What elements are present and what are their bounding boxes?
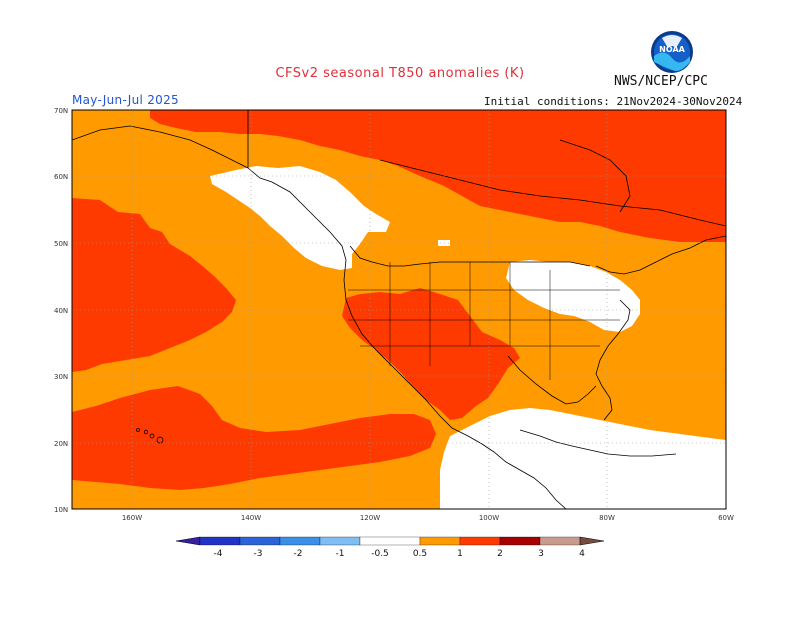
lat-label: 50N bbox=[54, 240, 68, 248]
field-1-to-2-canada bbox=[150, 110, 726, 242]
colorbar-swatch bbox=[239, 536, 281, 546]
colorbar-swatch bbox=[359, 536, 421, 546]
colorbar-swatch bbox=[279, 536, 321, 546]
colorbar-swatch bbox=[319, 536, 361, 546]
colorbar-swatch bbox=[539, 536, 581, 546]
lat-label: 30N bbox=[54, 373, 68, 381]
graticule bbox=[72, 110, 726, 509]
field-neutral-caribbean bbox=[440, 408, 726, 509]
field-neutral-bc bbox=[210, 166, 390, 270]
lat-label: 10N bbox=[54, 506, 68, 514]
anomaly-field bbox=[72, 110, 726, 509]
colorbar-swatch bbox=[419, 536, 461, 546]
colorbar-label: 0.5 bbox=[413, 549, 427, 559]
lon-label: 160W bbox=[122, 514, 142, 522]
colorbar-label: 1 bbox=[457, 549, 463, 559]
colorbar-label: 3 bbox=[538, 549, 544, 559]
colorbar: -4 -3 -2 -1 -0.5 0.5 1 2 3 4 bbox=[175, 536, 605, 559]
colorbar-label: -3 bbox=[254, 549, 263, 559]
colorbar-right-arrow bbox=[579, 536, 605, 546]
colorbar-label: -0.5 bbox=[371, 549, 389, 559]
lon-label: 80W bbox=[599, 514, 615, 522]
map-frame bbox=[71, 109, 727, 510]
colorbar-label: 4 bbox=[579, 549, 585, 559]
lon-labels: 160W 140W 120W 100W 80W 60W bbox=[122, 514, 734, 522]
lat-label: 70N bbox=[54, 107, 68, 115]
forecast-period: May-Jun-Jul 2025 bbox=[72, 93, 179, 107]
colorbar-label: -4 bbox=[214, 549, 223, 559]
lon-label: 120W bbox=[360, 514, 380, 522]
lat-label: 60N bbox=[54, 173, 68, 181]
lat-labels: 70N 60N 50N 40N 30N 20N 10N bbox=[54, 107, 68, 514]
colorbar-left-arrow bbox=[175, 536, 201, 546]
map-title: CFSv2 seasonal T850 anomalies (K) bbox=[275, 66, 525, 81]
logo-text: NOAA bbox=[659, 45, 685, 54]
agency-label: NWS/NCEP/CPC bbox=[614, 74, 708, 89]
initial-conditions: Initial conditions: 21Nov2024-30Nov2024 bbox=[484, 95, 743, 108]
colorbar-swatch bbox=[199, 536, 241, 546]
lon-label: 60W bbox=[718, 514, 734, 522]
field-neutral-greatlakes bbox=[506, 260, 640, 332]
colorbar-label: -2 bbox=[294, 549, 303, 559]
lon-label: 100W bbox=[479, 514, 499, 522]
state-borders bbox=[348, 262, 620, 380]
field-1-to-2-southwest bbox=[342, 288, 520, 420]
field-1-to-2-pacific bbox=[72, 198, 236, 372]
colorbar-swatch bbox=[499, 536, 541, 546]
noaa-logo: NOAA bbox=[650, 30, 694, 74]
colorbar-label: 2 bbox=[497, 549, 503, 559]
lat-label: 20N bbox=[54, 440, 68, 448]
lat-label: 40N bbox=[54, 307, 68, 315]
coastlines bbox=[72, 110, 726, 509]
colorbar-label: -1 bbox=[336, 549, 345, 559]
lon-label: 140W bbox=[241, 514, 261, 522]
colorbar-swatch bbox=[459, 536, 501, 546]
field-1-to-2-subtropical bbox=[72, 386, 436, 490]
